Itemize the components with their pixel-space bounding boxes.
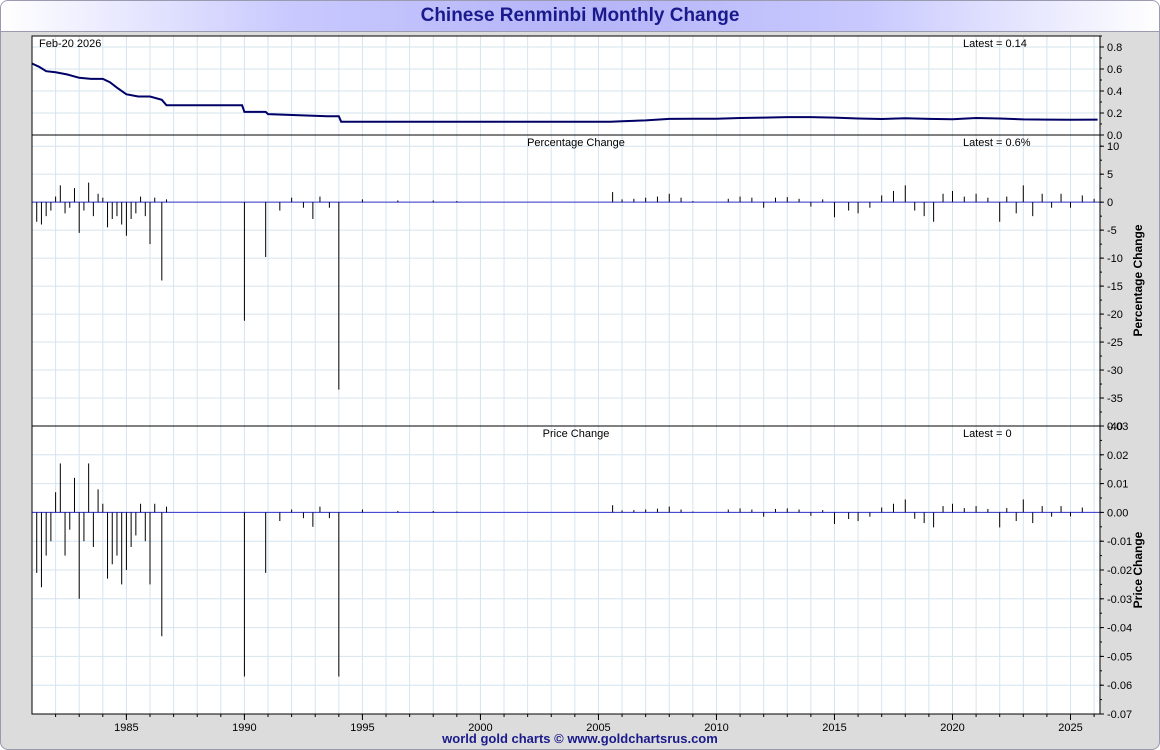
x-tick-label: 2015 bbox=[822, 722, 846, 734]
y-tick-label: -10 bbox=[1107, 253, 1123, 265]
y-tick-label: -5 bbox=[1107, 225, 1117, 237]
y-tick-label: -0.07 bbox=[1107, 709, 1132, 721]
x-tick-label: 1985 bbox=[114, 722, 138, 734]
x-tick-label: 1990 bbox=[232, 722, 256, 734]
x-tick-label: 2020 bbox=[940, 722, 964, 734]
y-tick-label: -0.03 bbox=[1107, 594, 1132, 606]
y-tick-label: 0.2 bbox=[1107, 108, 1122, 120]
rmb-rate-line bbox=[31, 62, 1098, 123]
y-tick-label: -25 bbox=[1107, 337, 1123, 349]
y-tick-label: -30 bbox=[1107, 365, 1123, 377]
y-axis-label: Percentage Change bbox=[1131, 224, 1145, 336]
y-tick-label: 5 bbox=[1107, 169, 1113, 181]
y-tick-label: -15 bbox=[1107, 281, 1123, 293]
plot-area-2 bbox=[32, 135, 1100, 426]
y-tick-label: 0.4 bbox=[1107, 86, 1122, 98]
y-tick-label: 0.02 bbox=[1107, 450, 1128, 462]
footer-credit: world gold charts © www.goldchartsrus.co… bbox=[442, 731, 718, 746]
y-tick-label: 0.0 bbox=[1107, 130, 1122, 142]
title-bar: Chinese Renminbi Monthly Change bbox=[1, 1, 1159, 32]
chart-title: Chinese Renminbi Monthly Change bbox=[420, 5, 740, 26]
panel-title: Percentage Change bbox=[527, 137, 625, 149]
y-tick-label: 0.01 bbox=[1107, 479, 1128, 491]
y-tick-label: -20 bbox=[1107, 309, 1123, 321]
latest-label: Latest = 0.6% bbox=[963, 137, 1031, 149]
latest-label: Latest = 0.14 bbox=[963, 38, 1027, 50]
x-tick-label: 2025 bbox=[1058, 722, 1082, 734]
y-tick-label: 10 bbox=[1107, 141, 1119, 153]
y-tick-label: -0.02 bbox=[1107, 565, 1132, 577]
x-tick-label: 1995 bbox=[350, 722, 374, 734]
y-tick-label: 0.8 bbox=[1107, 42, 1122, 54]
y-tick-label: 0.6 bbox=[1107, 64, 1122, 76]
y-tick-label: -0.05 bbox=[1107, 651, 1132, 663]
y-tick-label: 0 bbox=[1107, 197, 1113, 209]
y-axis-label: Price Change bbox=[1131, 531, 1145, 608]
latest-label: Latest = 0 bbox=[963, 428, 1012, 440]
panel-title: Price Change bbox=[543, 428, 610, 440]
y-tick-label: -40 bbox=[1107, 421, 1123, 433]
y-tick-label: 0.03 bbox=[1107, 421, 1128, 433]
panel-border-3 bbox=[31, 425, 1101, 715]
plot-area-1 bbox=[32, 36, 1100, 135]
y-tick-label: 0.00 bbox=[1107, 507, 1128, 519]
y-tick-label: -0.04 bbox=[1107, 623, 1132, 635]
date-label: Feb-20 2026 bbox=[39, 38, 101, 50]
y-tick-label: -35 bbox=[1107, 393, 1123, 405]
y-tick-label: -0.01 bbox=[1107, 536, 1132, 548]
x-tick-label: 2000 bbox=[468, 722, 492, 734]
x-tick-label: 2005 bbox=[586, 722, 610, 734]
y-tick-label: -0.06 bbox=[1107, 680, 1132, 692]
x-tick-label: 2010 bbox=[704, 722, 728, 734]
